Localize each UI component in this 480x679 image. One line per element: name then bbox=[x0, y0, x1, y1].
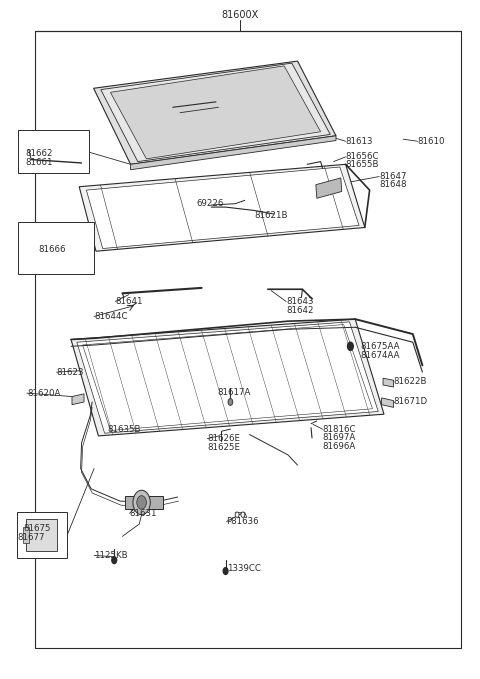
Text: 81642: 81642 bbox=[286, 306, 313, 315]
Text: 1125KB: 1125KB bbox=[94, 551, 128, 560]
Circle shape bbox=[235, 512, 239, 517]
Text: 81625E: 81625E bbox=[207, 443, 240, 452]
Polygon shape bbox=[35, 31, 461, 648]
Text: 81647: 81647 bbox=[379, 172, 407, 181]
Text: 81643: 81643 bbox=[286, 297, 313, 306]
Text: 81617A: 81617A bbox=[217, 388, 251, 397]
Polygon shape bbox=[94, 61, 336, 164]
Text: 81626E: 81626E bbox=[207, 434, 240, 443]
Circle shape bbox=[112, 557, 117, 564]
Polygon shape bbox=[86, 167, 359, 249]
Circle shape bbox=[241, 512, 245, 517]
Polygon shape bbox=[79, 164, 365, 251]
Circle shape bbox=[348, 342, 353, 350]
Text: 81635B: 81635B bbox=[108, 424, 141, 434]
Polygon shape bbox=[23, 527, 29, 543]
Text: 81621B: 81621B bbox=[254, 211, 288, 221]
Text: P81636: P81636 bbox=[227, 517, 259, 526]
Text: 81655B: 81655B bbox=[346, 160, 379, 170]
Polygon shape bbox=[77, 322, 378, 433]
Polygon shape bbox=[316, 178, 342, 198]
Text: 81600X: 81600X bbox=[221, 10, 259, 20]
Polygon shape bbox=[125, 496, 163, 509]
Text: 81656C: 81656C bbox=[346, 152, 379, 162]
Polygon shape bbox=[131, 136, 336, 170]
Text: 1339CC: 1339CC bbox=[227, 564, 261, 573]
Text: 81666: 81666 bbox=[38, 245, 66, 255]
Circle shape bbox=[228, 399, 233, 405]
Text: 81816C: 81816C bbox=[323, 424, 356, 434]
Polygon shape bbox=[83, 325, 372, 430]
Text: 81623: 81623 bbox=[57, 367, 84, 377]
Polygon shape bbox=[101, 63, 330, 162]
Text: 81648: 81648 bbox=[379, 180, 407, 189]
Circle shape bbox=[137, 496, 146, 509]
Text: 81661: 81661 bbox=[25, 158, 52, 167]
Circle shape bbox=[133, 490, 150, 515]
Text: 81696A: 81696A bbox=[323, 442, 356, 452]
Polygon shape bbox=[17, 512, 67, 558]
Polygon shape bbox=[382, 398, 394, 407]
Text: 81631: 81631 bbox=[130, 509, 157, 518]
Polygon shape bbox=[18, 222, 94, 274]
Polygon shape bbox=[110, 66, 321, 159]
Polygon shape bbox=[72, 394, 84, 405]
Text: 81622B: 81622B bbox=[394, 377, 427, 386]
Text: 81675AA: 81675AA bbox=[360, 342, 399, 351]
Text: 81613: 81613 bbox=[346, 136, 373, 146]
Text: 81641: 81641 bbox=[115, 297, 143, 306]
Polygon shape bbox=[71, 319, 384, 436]
Text: 69226: 69226 bbox=[197, 199, 224, 208]
Polygon shape bbox=[383, 378, 394, 387]
Circle shape bbox=[223, 568, 228, 574]
Text: 81674AA: 81674AA bbox=[360, 350, 399, 360]
Text: 81677: 81677 bbox=[17, 533, 45, 543]
Text: 81610: 81610 bbox=[418, 136, 445, 146]
Text: 81662: 81662 bbox=[25, 149, 52, 158]
Text: 81644C: 81644C bbox=[94, 312, 128, 321]
Text: 81671D: 81671D bbox=[394, 397, 428, 407]
Polygon shape bbox=[26, 519, 57, 551]
Polygon shape bbox=[18, 130, 89, 173]
Text: 81620A: 81620A bbox=[27, 388, 60, 398]
Text: 81697A: 81697A bbox=[323, 433, 356, 443]
Text: 81675: 81675 bbox=[23, 524, 50, 533]
